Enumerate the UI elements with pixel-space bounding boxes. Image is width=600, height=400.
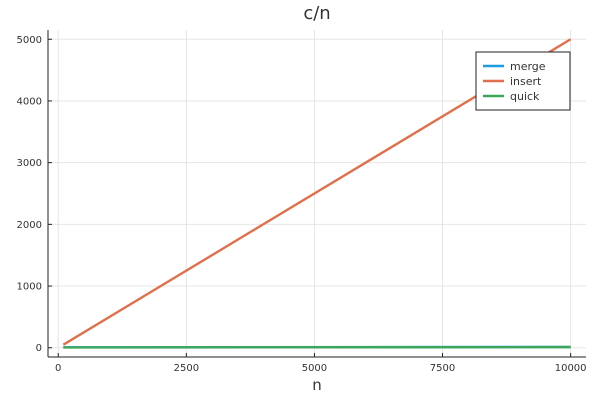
y-tick-label: 5000 <box>17 35 42 46</box>
y-tick-label: 4000 <box>17 96 42 107</box>
legend-label-merge: merge <box>510 60 546 73</box>
x-tick-label: 10000 <box>555 363 587 374</box>
x-axis-title: n <box>312 376 322 394</box>
y-ticks: 0 1000 2000 3000 4000 5000 <box>17 35 52 354</box>
x-tick-label: 0 <box>55 363 61 374</box>
x-ticks: 0 2500 5000 7500 10000 <box>55 353 587 374</box>
legend-label-insert: insert <box>510 75 542 88</box>
x-tick-label: 5000 <box>302 363 327 374</box>
legend: merge insert quick <box>475 51 571 111</box>
y-tick-label: 3000 <box>17 158 42 169</box>
axes <box>47 30 586 358</box>
chart-title: c/n <box>303 3 330 24</box>
x-tick-label: 2500 <box>174 363 199 374</box>
y-tick-label: 2000 <box>17 220 42 231</box>
y-tick-label: 1000 <box>17 282 42 293</box>
x-tick-label: 7500 <box>430 363 455 374</box>
y-tick-label: 0 <box>36 343 42 354</box>
legend-label-quick: quick <box>510 90 540 103</box>
